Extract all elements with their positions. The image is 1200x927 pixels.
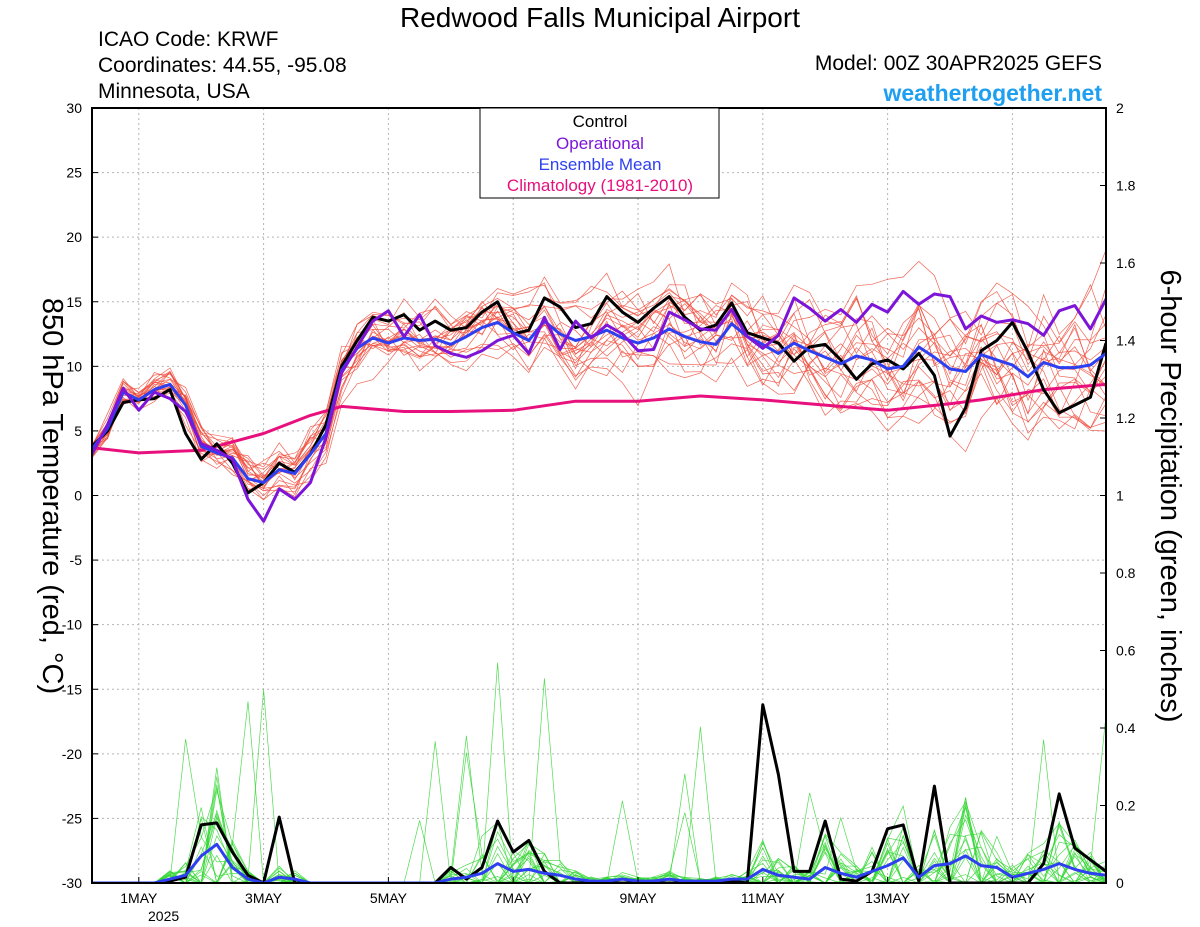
member-precip-trace bbox=[92, 738, 1106, 883]
legend: Control Operational Ensemble Mean Climat… bbox=[479, 107, 720, 199]
tick-label-right: 0 bbox=[1116, 875, 1124, 891]
tick-label-right: 0.6 bbox=[1116, 643, 1136, 659]
tick-label-left: 20 bbox=[66, 229, 82, 245]
tick-label-left: 0 bbox=[74, 488, 82, 504]
tick-label-x: 11MAY bbox=[741, 890, 785, 906]
tick-label-right: 2 bbox=[1116, 100, 1124, 116]
tick-label-right: 1 bbox=[1116, 488, 1124, 504]
tick-label-right: 0.8 bbox=[1116, 565, 1136, 581]
tick-label-left: -10 bbox=[62, 617, 82, 633]
member-temp-trace bbox=[92, 282, 1106, 490]
control-precip-line bbox=[92, 703, 1106, 883]
member-temperature-traces bbox=[92, 249, 1106, 501]
tick-label-right: 0.4 bbox=[1116, 720, 1136, 736]
climatology-1981-2010-temp-line bbox=[92, 382, 1106, 455]
tick-label-left: 10 bbox=[66, 358, 82, 374]
member-temp-trace bbox=[92, 283, 1106, 481]
member-temp-trace bbox=[92, 306, 1106, 490]
ensemble-mean-temp-line bbox=[92, 319, 1106, 485]
tick-label-right: 1.2 bbox=[1116, 410, 1136, 426]
left-axis-label: 850 hPa Temperature (red, °C) bbox=[36, 298, 68, 694]
member-precip-trace bbox=[92, 767, 1106, 883]
tick-label-left: -25 bbox=[62, 810, 82, 826]
gridlines bbox=[92, 108, 1106, 883]
site-link[interactable]: weathertogether.net bbox=[883, 80, 1102, 106]
member-temp-trace bbox=[92, 292, 1106, 479]
tick-label-right: 0.2 bbox=[1116, 798, 1136, 814]
member-temp-trace bbox=[92, 282, 1106, 470]
main-series bbox=[92, 289, 1106, 883]
tick-label-left: -30 bbox=[62, 875, 82, 891]
coordinates: Coordinates: 44.55, -95.08 bbox=[98, 54, 347, 77]
member-precip-traces bbox=[92, 662, 1106, 883]
ensemble-mean-precip-line bbox=[92, 842, 1106, 883]
tick-label-x: 7MAY bbox=[495, 890, 533, 906]
tick-label-left: 25 bbox=[66, 165, 82, 181]
tick-label-right: 1.4 bbox=[1116, 333, 1136, 349]
legend-control: Control bbox=[573, 112, 628, 131]
tick-label-x: 3MAY bbox=[245, 890, 283, 906]
tick-label-left: -15 bbox=[62, 681, 82, 697]
tick-label-left: 30 bbox=[66, 100, 82, 116]
tick-label-left: 5 bbox=[74, 423, 82, 439]
member-temp-trace bbox=[92, 298, 1106, 482]
model-run: Model: 00Z 30APR2025 GEFS bbox=[814, 52, 1102, 75]
member-temp-trace bbox=[92, 263, 1106, 497]
tick-label-left: -5 bbox=[70, 552, 83, 568]
tick-label-x: 9MAY bbox=[619, 890, 657, 906]
tick-label-x: 5MAY bbox=[370, 890, 408, 906]
chart-title: Redwood Falls Municipal Airport bbox=[400, 2, 800, 33]
member-temp-trace bbox=[92, 284, 1106, 480]
operational-temp-line bbox=[92, 289, 1106, 523]
tick-label-left: -20 bbox=[62, 746, 82, 762]
tick-label-right: 1.8 bbox=[1116, 178, 1136, 194]
tick-label-right: 1.6 bbox=[1116, 255, 1136, 271]
control-temp-line bbox=[92, 295, 1106, 495]
legend-box bbox=[479, 107, 720, 199]
tick-label-x: 1MAY bbox=[120, 890, 158, 906]
right-axis-ticks: 2 1.8 1.6 1.4 1.2 1 0.8 0.6 0.4 0.2 0 bbox=[1100, 100, 1136, 891]
member-precip-trace bbox=[92, 678, 1106, 883]
left-axis-ticks: 30 25 20 15 10 5 0 -5 -10 -15 -20 -25 -30 bbox=[62, 100, 98, 891]
icao-code: ICAO Code: KRWF bbox=[98, 28, 279, 51]
tick-label-x: 13MAY bbox=[865, 890, 911, 906]
member-temp-trace bbox=[92, 291, 1106, 501]
member-temp-trace bbox=[92, 288, 1106, 468]
x-axis-ticks: 1MAY 3MAY 5MAY 7MAY 9MAY 11MAY 13MAY 15MAY bbox=[120, 877, 1035, 906]
member-temp-trace bbox=[92, 298, 1106, 477]
member-precip-trace bbox=[92, 741, 1106, 883]
region: Minnesota, USA bbox=[98, 80, 250, 103]
tick-label-left: 15 bbox=[66, 294, 82, 310]
legend-climatology: Climatology (1981-2010) bbox=[507, 176, 693, 195]
member-temp-trace bbox=[92, 285, 1106, 493]
member-precip-trace bbox=[92, 689, 1106, 883]
member-precip-trace bbox=[92, 726, 1106, 883]
x-axis-year: 2025 bbox=[148, 908, 179, 924]
tick-label-x: 15MAY bbox=[990, 890, 1036, 906]
member-precip-trace bbox=[92, 790, 1106, 883]
legend-ensemble-mean: Ensemble Mean bbox=[539, 155, 662, 174]
right-axis-label: 6-hour Precipitation (green, inches) bbox=[1154, 270, 1186, 723]
legend-operational: Operational bbox=[556, 134, 644, 153]
